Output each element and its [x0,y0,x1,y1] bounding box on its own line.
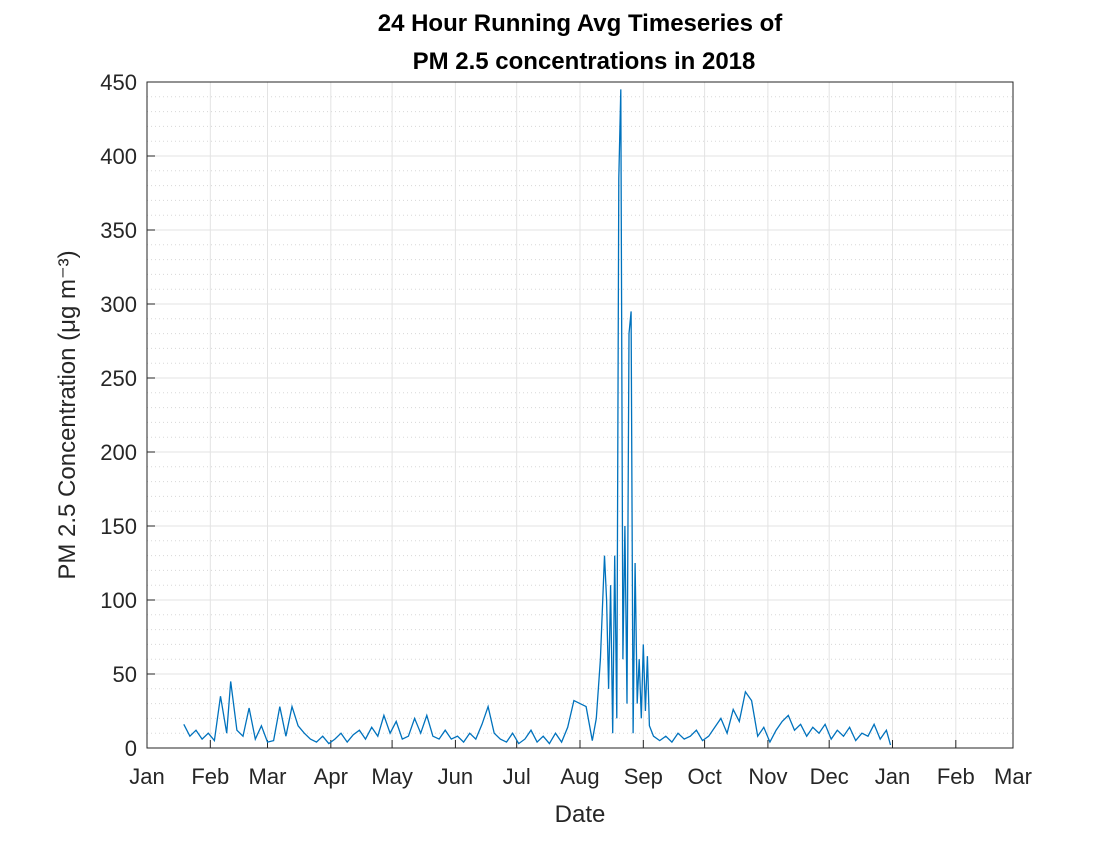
x-tick-label: Aug [560,764,599,789]
x-tick-label: Apr [314,764,348,789]
x-axis-label: Date [555,801,606,828]
y-tick-label: 150 [100,514,137,539]
y-tick-label: 250 [100,366,137,391]
y-tick-label: 350 [100,218,137,243]
y-tick-label: 450 [100,70,137,95]
chart-title: PM 2.5 concentrations in 2018 [413,48,756,75]
chart-title: 24 Hour Running Avg Timeseries of [378,10,784,37]
x-tick-label: Feb [937,764,975,789]
data-line [183,89,892,746]
x-tick-label: May [371,764,413,789]
x-tick-label: Jan [875,764,910,789]
y-tick-label: 200 [100,440,137,465]
y-tick-label: 300 [100,292,137,317]
plot-frame [146,81,1014,749]
y-tick-label: 400 [100,144,137,169]
x-tick-label: Jul [503,764,531,789]
x-tick-label: Mar [994,764,1032,789]
x-tick-label: Oct [687,764,721,789]
y-tick-label: 0 [125,736,137,761]
y-tick-label: 100 [100,588,137,613]
y-tick-label: 50 [113,662,137,687]
x-tick-label: Dec [810,764,849,789]
x-tick-label: Nov [748,764,787,789]
x-tick-label: Jan [129,764,164,789]
x-tick-label: Jun [438,764,473,789]
y-axis-label: PM 2.5 Concentration (μg m⁻³) [54,250,81,579]
x-tick-label: Mar [249,764,287,789]
x-tick-label: Feb [191,764,229,789]
x-tick-label: Sep [624,764,663,789]
